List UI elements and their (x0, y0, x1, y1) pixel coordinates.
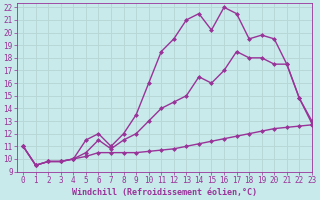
X-axis label: Windchill (Refroidissement éolien,°C): Windchill (Refroidissement éolien,°C) (72, 188, 257, 197)
